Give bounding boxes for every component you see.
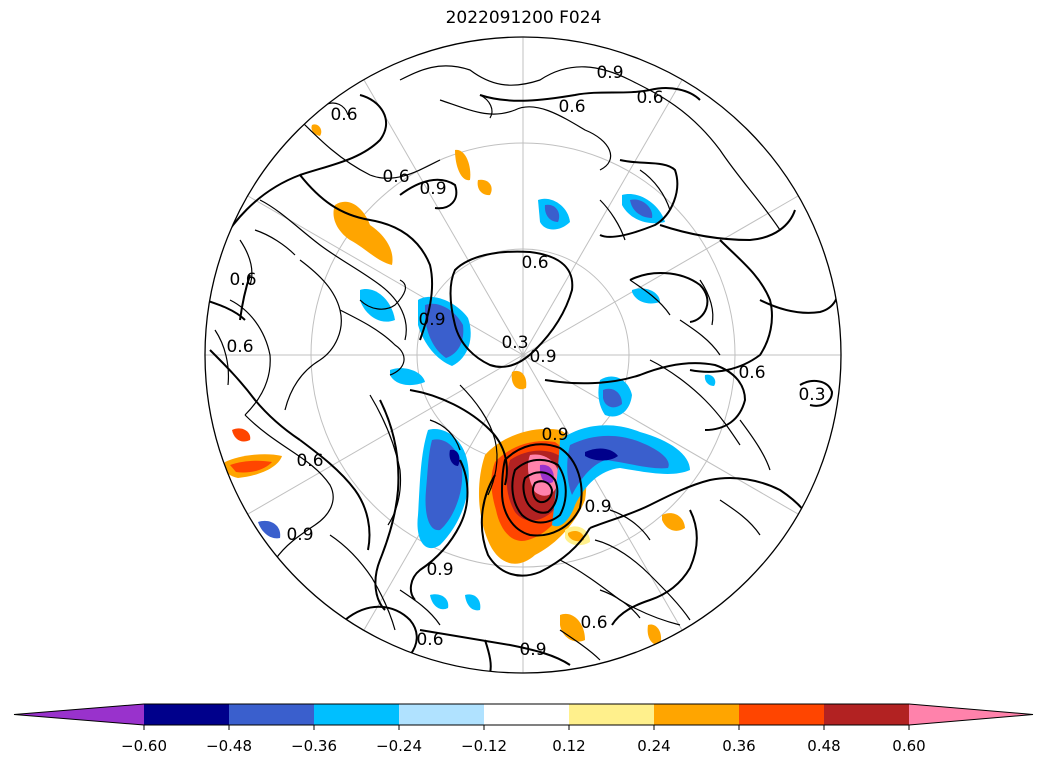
colorbar-segment	[399, 704, 484, 725]
map-title: 2022091200 F024	[445, 8, 602, 28]
contour-labels: 0.6 0.6 0.6 0.6 0.6 0.6 0.6 0.6 0.6 0.9 …	[226, 63, 825, 660]
contour-label: 0.6	[521, 253, 548, 273]
contour-lines	[205, 87, 840, 673]
colorbar-extend-min	[14, 704, 144, 725]
contour-label: 0.3	[501, 333, 528, 353]
contour-label: 0.9	[418, 310, 445, 330]
graticule	[205, 37, 841, 673]
contour-label: 0.6	[296, 451, 323, 471]
colorbar-segment	[314, 704, 399, 725]
colorbar-tick-label: −0.60	[121, 737, 167, 755]
colorbar-tick-label: −0.12	[461, 737, 507, 755]
contour-label: 0.9	[596, 63, 623, 83]
colorbar-tick-label: 0.36	[722, 737, 755, 755]
colorbar-segments	[13, 703, 1034, 726]
colorbar-segment	[654, 704, 739, 725]
contour-label: 0.6	[580, 613, 607, 633]
anomaly-shading	[224, 124, 716, 646]
colorbar: −0.60 −0.48 −0.36 −0.24 −0.12 0.12 0.24 0.36 0.4…	[13, 703, 1034, 755]
contour-label: 0.6	[330, 105, 357, 125]
coastlines	[214, 65, 781, 661]
colorbar-segment	[144, 704, 229, 725]
colorbar-segment	[569, 704, 654, 725]
colorbar-tick-label: −0.36	[291, 737, 337, 755]
contour-label: 0.9	[426, 560, 453, 580]
colorbar-segment	[739, 704, 824, 725]
contour-label: 0.6	[738, 363, 765, 383]
contour-label: 0.9	[519, 640, 546, 660]
polar-map: 0.6 0.6 0.6 0.6 0.6 0.6 0.6 0.6 0.6 0.9 …	[204, 36, 842, 674]
colorbar-tick-label: 0.24	[637, 737, 670, 755]
colorbar-tick-label: 0.12	[552, 737, 585, 755]
contour-label: 0.6	[416, 630, 443, 650]
contour-label: 0.6	[558, 97, 585, 117]
colorbar-segment	[484, 704, 569, 725]
contour-label: 0.9	[529, 347, 556, 367]
contour-label: 0.6	[382, 167, 409, 187]
colorbar-ticks: −0.60 −0.48 −0.36 −0.24 −0.12 0.12 0.24 0.36 0.4…	[121, 725, 926, 755]
colorbar-tick-label: 0.48	[807, 737, 840, 755]
colorbar-tick-label: −0.24	[376, 737, 422, 755]
colorbar-tick-label: 0.60	[892, 737, 925, 755]
colorbar-tick-label: −0.48	[206, 737, 252, 755]
contour-label: 0.9	[286, 525, 313, 545]
map-boundary	[204, 36, 842, 674]
contour-label: 0.6	[226, 337, 253, 357]
contour-label: 0.6	[229, 270, 256, 290]
colorbar-extend-max	[909, 704, 1033, 725]
contour-label: 0.6	[636, 88, 663, 108]
contour-label: 0.9	[584, 497, 611, 517]
colorbar-segment	[229, 704, 314, 725]
contour-label: 0.9	[541, 425, 568, 445]
contour-label: 0.9	[419, 179, 446, 199]
colorbar-segment	[824, 704, 909, 725]
contour-label: 0.3	[798, 385, 825, 405]
